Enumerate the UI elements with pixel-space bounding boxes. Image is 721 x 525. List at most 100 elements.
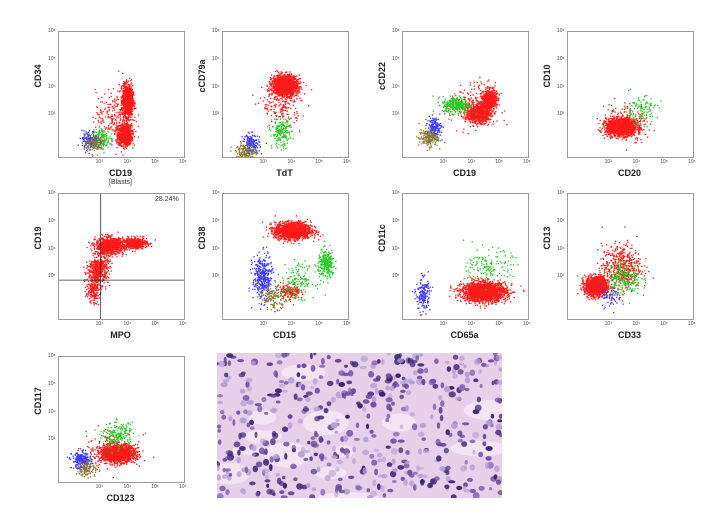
event-point — [93, 143, 96, 145]
event-point — [275, 129, 277, 131]
event-point — [123, 94, 126, 96]
event-point — [122, 105, 124, 107]
event-point — [280, 71, 282, 73]
event-point — [107, 128, 109, 130]
event-point — [285, 95, 287, 97]
event-point — [128, 108, 130, 110]
event-point — [131, 126, 133, 128]
event-point — [298, 74, 301, 76]
event-point — [98, 125, 101, 127]
event-point — [280, 131, 282, 133]
event-point — [124, 127, 126, 129]
event-point — [116, 141, 118, 143]
event-point — [126, 145, 128, 147]
event-point — [278, 139, 280, 142]
event-point — [116, 147, 118, 149]
event-point — [289, 83, 291, 85]
event-point — [118, 139, 120, 141]
event-point — [115, 127, 117, 129]
event-point — [106, 111, 108, 114]
event-point — [270, 97, 272, 100]
event-point — [96, 141, 98, 143]
event-point — [112, 101, 114, 103]
event-point — [107, 114, 109, 116]
event-point — [125, 139, 127, 141]
event-point — [290, 87, 292, 89]
event-point — [291, 94, 293, 96]
event-point — [93, 121, 95, 123]
event-point — [285, 85, 287, 87]
event-point — [274, 121, 276, 123]
event-point — [300, 86, 302, 89]
event-point — [125, 133, 127, 135]
event-point — [281, 113, 283, 115]
event-point — [129, 131, 131, 133]
event-point — [281, 132, 284, 134]
event-point — [115, 112, 117, 114]
event-point — [280, 85, 283, 87]
event-point — [95, 117, 97, 119]
event-point — [285, 147, 287, 150]
event-point — [278, 73, 281, 75]
event-point — [111, 144, 113, 146]
event-point — [129, 117, 131, 119]
event-point — [130, 90, 132, 92]
event-point — [124, 107, 126, 109]
event-point — [289, 84, 291, 86]
event-point — [103, 125, 106, 128]
event-point — [270, 78, 272, 81]
event-point — [109, 127, 112, 129]
event-point — [130, 102, 132, 105]
event-point — [263, 97, 266, 99]
event-point — [99, 136, 101, 139]
event-point — [127, 98, 129, 100]
event-point — [291, 96, 293, 98]
event-point — [92, 116, 94, 119]
event-point — [101, 120, 104, 122]
series-0 — [92, 70, 140, 156]
event-point — [124, 146, 127, 148]
event-point — [270, 145, 273, 147]
event-point — [85, 142, 87, 144]
event-point — [290, 98, 292, 100]
event-point — [286, 95, 288, 97]
event-point — [130, 102, 133, 104]
event-point — [105, 144, 107, 147]
event-point — [127, 95, 129, 98]
event-point — [129, 136, 132, 138]
event-point — [289, 84, 291, 87]
event-point — [286, 90, 288, 92]
event-point — [121, 133, 123, 135]
event-point — [253, 135, 255, 137]
event-point — [124, 132, 126, 134]
event-point — [81, 137, 84, 139]
event-point — [125, 92, 127, 94]
event-point — [280, 123, 282, 125]
event-point — [283, 81, 285, 83]
event-point — [126, 107, 128, 109]
event-point — [281, 125, 283, 128]
event-point — [86, 141, 88, 143]
event-point — [124, 123, 126, 125]
event-point — [122, 100, 124, 102]
event-point — [128, 91, 130, 93]
event-point — [286, 140, 288, 142]
event-point — [280, 81, 282, 83]
event-point — [116, 142, 118, 144]
event-point — [291, 86, 293, 89]
event-point — [107, 140, 109, 142]
event-point — [273, 104, 275, 106]
event-point — [100, 142, 102, 144]
event-point — [104, 116, 107, 118]
event-point — [130, 141, 132, 143]
event-point — [293, 92, 295, 94]
event-point — [128, 110, 130, 112]
event-point — [121, 120, 124, 122]
event-point — [123, 99, 125, 101]
event-point — [112, 110, 114, 112]
event-point — [293, 77, 296, 79]
event-point — [99, 144, 102, 146]
event-point — [276, 130, 278, 132]
event-point — [103, 141, 105, 144]
event-point — [127, 113, 129, 115]
